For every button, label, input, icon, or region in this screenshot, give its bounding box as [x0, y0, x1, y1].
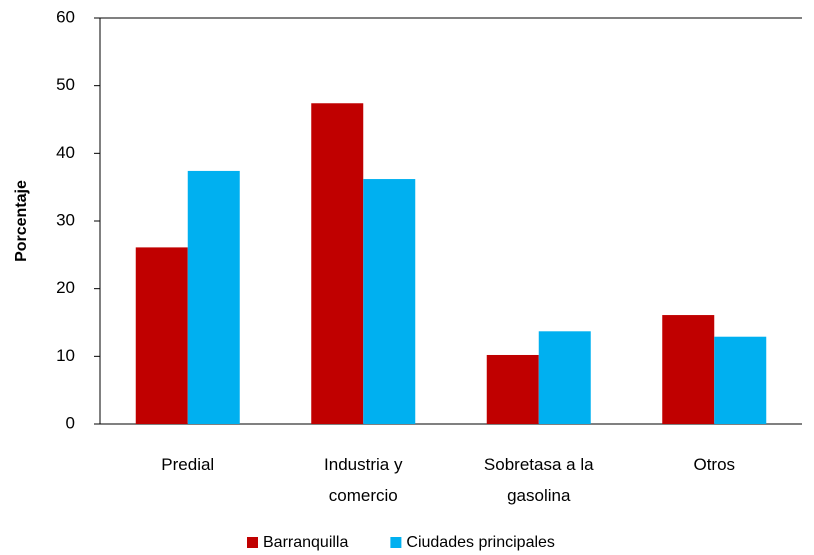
bar: [486, 354, 539, 424]
legend-label: Barranquilla: [263, 534, 348, 551]
bar: [187, 170, 240, 424]
y-tick-label: 20: [56, 278, 75, 297]
bar: [714, 336, 767, 424]
legend-label: Ciudades principales: [406, 534, 555, 551]
y-tick-label: 50: [56, 75, 75, 94]
legend-swatch: [390, 537, 402, 548]
legend-swatch: [247, 537, 258, 548]
bar: [135, 247, 188, 424]
y-axis-label: Porcentaje: [13, 180, 30, 262]
y-tick-label: 10: [56, 346, 75, 365]
x-tick-label: Industria y comercio: [324, 455, 403, 505]
y-tick-label: 30: [56, 210, 75, 229]
y-tick-label: 40: [56, 143, 75, 162]
y-tick-label: 60: [56, 7, 75, 26]
bar: [538, 331, 591, 424]
bar: [311, 103, 364, 424]
x-tick-label: Predial: [161, 455, 214, 474]
y-tick-label: 0: [66, 413, 75, 432]
bar: [363, 179, 416, 424]
x-tick-label: Sobretasa a la gasolina: [484, 455, 594, 505]
x-tick-label: Otros: [693, 455, 735, 474]
bar: [662, 315, 715, 424]
